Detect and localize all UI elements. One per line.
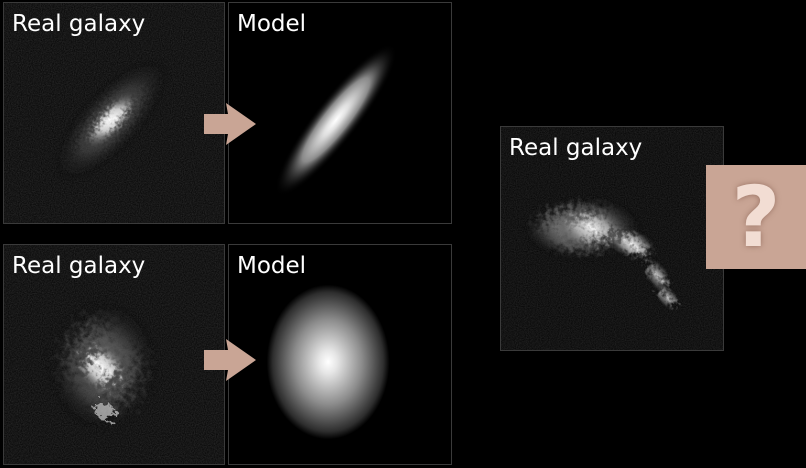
question-mark-icon: ?	[731, 168, 781, 266]
panel-label: Model	[237, 253, 307, 279]
panel-label: Real galaxy	[509, 135, 643, 161]
real-galaxy-image-irregular: Real galaxy	[500, 126, 724, 351]
question-mark-box: ?	[706, 165, 806, 269]
right-arrow-icon	[204, 103, 256, 145]
panel-label: Real galaxy	[12, 253, 146, 279]
galaxy-irregular-photo	[501, 127, 723, 350]
model-image-top: Model	[228, 2, 452, 224]
real-galaxy-image-top: Real galaxy	[3, 2, 225, 224]
galaxy-model-round	[229, 245, 451, 464]
galaxy-elongated-photo	[4, 3, 224, 223]
galaxy-model-elongated	[229, 3, 451, 223]
real-galaxy-image-bottom: Real galaxy	[3, 244, 225, 465]
panel-label: Model	[237, 11, 307, 37]
right-arrow-icon	[204, 339, 256, 381]
galaxy-round-photo	[4, 245, 224, 464]
model-image-bottom: Model	[228, 244, 452, 465]
panel-label: Real galaxy	[12, 11, 146, 37]
